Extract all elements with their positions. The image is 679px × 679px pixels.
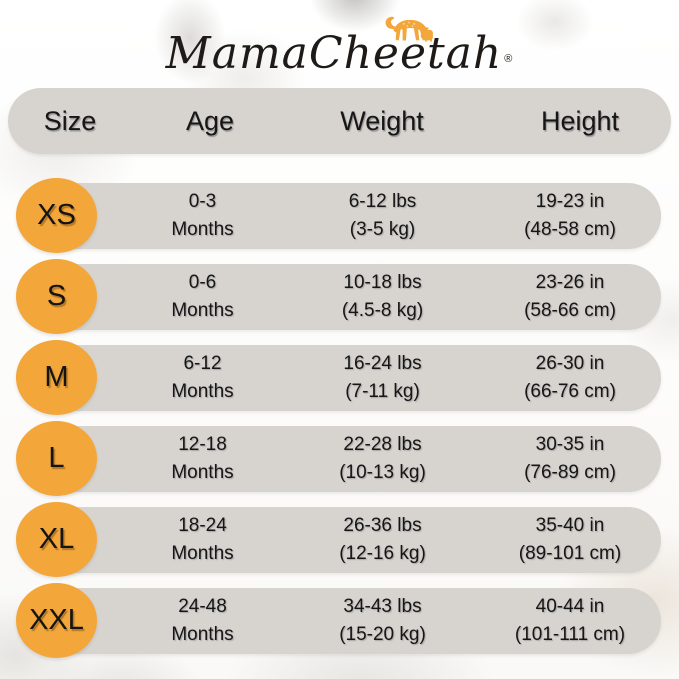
brand-logo: MamaCheetah ® xyxy=(0,10,679,79)
weight-kg: (4.5-8 kg) xyxy=(341,300,424,321)
height-in: 19-23 in xyxy=(535,191,605,212)
table-header-bar: Size Age Weight Height xyxy=(8,88,671,154)
age-unit: Months xyxy=(171,462,234,483)
height-cm: (76-89 cm) xyxy=(524,462,616,483)
size-badge: M xyxy=(16,340,97,415)
row-background-pill xyxy=(40,588,661,654)
row-background-pill xyxy=(40,507,661,573)
age-cell: 0-3 Months xyxy=(105,183,300,249)
column-header-weight: Weight xyxy=(340,106,424,136)
age-cell: 0-6 Months xyxy=(105,264,300,330)
height-cell: 35-40 in (89-101 cm) xyxy=(475,507,665,573)
weight-cell: 6-12 lbs (3-5 kg) xyxy=(300,183,465,249)
size-row-xl: XL 18-24 Months 26-36 lbs (12-16 kg) 35-… xyxy=(0,502,679,577)
age-range: 0-3 xyxy=(188,191,217,212)
size-badge: XL xyxy=(16,502,97,577)
age-range: 0-6 xyxy=(188,272,217,293)
age-range: 18-24 xyxy=(178,515,227,536)
size-badge: XS xyxy=(16,178,97,253)
height-in: 35-40 in xyxy=(535,515,605,536)
column-header-size: Size xyxy=(43,106,97,136)
size-row-xs: XS 0-3 Months 6-12 lbs (3-5 kg) 19-23 in… xyxy=(0,178,679,253)
size-label: XL xyxy=(38,523,75,555)
height-in: 23-26 in xyxy=(535,272,605,293)
size-label: L xyxy=(48,442,65,474)
cheetah-logo-icon xyxy=(385,16,433,42)
age-unit: Months xyxy=(171,381,234,402)
age-range: 12-18 xyxy=(178,434,227,455)
size-row-m: M 6-12 Months 16-24 lbs (7-11 kg) 26-30 … xyxy=(0,340,679,415)
column-header-height: Height xyxy=(540,106,620,136)
age-range: 24-48 xyxy=(178,596,227,617)
height-in: 30-35 in xyxy=(535,434,605,455)
weight-lbs: 26-36 lbs xyxy=(343,515,422,536)
age-unit: Months xyxy=(171,300,234,321)
weight-cell: 22-28 lbs (10-13 kg) xyxy=(300,426,465,492)
weight-lbs: 22-28 lbs xyxy=(343,434,422,455)
weight-kg: (12-16 kg) xyxy=(339,543,426,564)
height-cm: (101-111 cm) xyxy=(514,624,626,645)
size-rows: XS 0-3 Months 6-12 lbs (3-5 kg) 19-23 in… xyxy=(0,178,679,658)
height-cm: (48-58 cm) xyxy=(524,219,616,240)
size-label: XXL xyxy=(29,604,84,636)
height-cell: 40-44 in (101-111 cm) xyxy=(475,588,665,654)
column-header-age: Age xyxy=(185,106,235,136)
height-cm: (66-76 cm) xyxy=(524,381,616,402)
weight-lbs: 6-12 lbs xyxy=(348,191,417,212)
weight-lbs: 10-18 lbs xyxy=(343,272,422,293)
size-row-l: L 12-18 Months 22-28 lbs (10-13 kg) 30-3… xyxy=(0,421,679,496)
row-background-pill xyxy=(40,183,661,249)
height-cm: (58-66 cm) xyxy=(524,300,616,321)
weight-lbs: 34-43 lbs xyxy=(343,596,422,617)
age-unit: Months xyxy=(171,219,234,240)
weight-kg: (15-20 kg) xyxy=(339,624,426,645)
height-cm: (89-101 cm) xyxy=(518,543,622,564)
size-row-s: S 0-6 Months 10-18 lbs (4.5-8 kg) 23-26 … xyxy=(0,259,679,334)
age-cell: 12-18 Months xyxy=(105,426,300,492)
weight-kg: (10-13 kg) xyxy=(339,462,426,483)
age-cell: 6-12 Months xyxy=(105,345,300,411)
weight-cell: 26-36 lbs (12-16 kg) xyxy=(300,507,465,573)
age-cell: 18-24 Months xyxy=(105,507,300,573)
age-unit: Months xyxy=(171,624,234,645)
weight-kg: (3-5 kg) xyxy=(349,219,416,240)
height-cell: 26-30 in (66-76 cm) xyxy=(475,345,665,411)
height-cell: 23-26 in (58-66 cm) xyxy=(475,264,665,330)
age-unit: Months xyxy=(171,543,234,564)
weight-kg: (7-11 kg) xyxy=(345,381,420,402)
weight-lbs: 16-24 lbs xyxy=(343,353,422,374)
brand-name-text: MamaCheetah xyxy=(165,28,503,79)
weight-cell: 10-18 lbs (4.5-8 kg) xyxy=(300,264,465,330)
size-badge: S xyxy=(16,259,97,334)
height-cell: 19-23 in (48-58 cm) xyxy=(475,183,665,249)
size-label: S xyxy=(46,280,67,312)
row-background-pill xyxy=(40,264,661,330)
size-row-xxl: XXL 24-48 Months 34-43 lbs (15-20 kg) 40… xyxy=(0,583,679,658)
height-in: 26-30 in xyxy=(535,353,605,374)
size-label: XS xyxy=(37,199,76,231)
weight-cell: 16-24 lbs (7-11 kg) xyxy=(300,345,465,411)
brand-name: MamaCheetah ® xyxy=(166,10,514,79)
size-badge: L xyxy=(16,421,97,496)
height-in: 40-44 in xyxy=(535,596,605,617)
height-cell: 30-35 in (76-89 cm) xyxy=(475,426,665,492)
row-background-pill xyxy=(40,426,661,492)
registered-trademark-symbol: ® xyxy=(504,53,514,65)
row-background-pill xyxy=(40,345,661,411)
age-range: 6-12 xyxy=(183,353,222,374)
age-cell: 24-48 Months xyxy=(105,588,300,654)
size-label: M xyxy=(44,361,69,393)
weight-cell: 34-43 lbs (15-20 kg) xyxy=(300,588,465,654)
size-badge: XXL xyxy=(16,583,97,658)
